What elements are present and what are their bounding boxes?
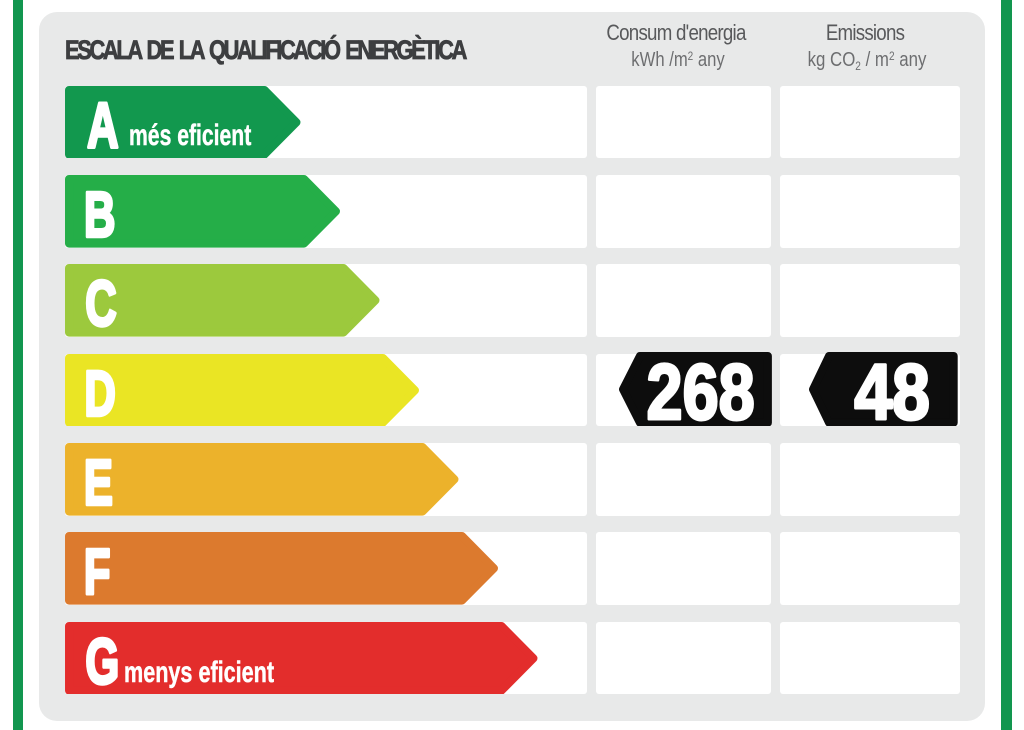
- svg-text:G: G: [85, 625, 119, 695]
- svg-text:E: E: [83, 446, 112, 516]
- svg-text:A: A: [87, 89, 118, 159]
- svg-text:C: C: [85, 267, 116, 337]
- svg-text:48: 48: [854, 352, 929, 427]
- svg-text:B: B: [84, 178, 115, 248]
- svg-text:D: D: [84, 357, 115, 427]
- svg-text:268: 268: [646, 352, 754, 427]
- svg-text:F: F: [83, 535, 110, 605]
